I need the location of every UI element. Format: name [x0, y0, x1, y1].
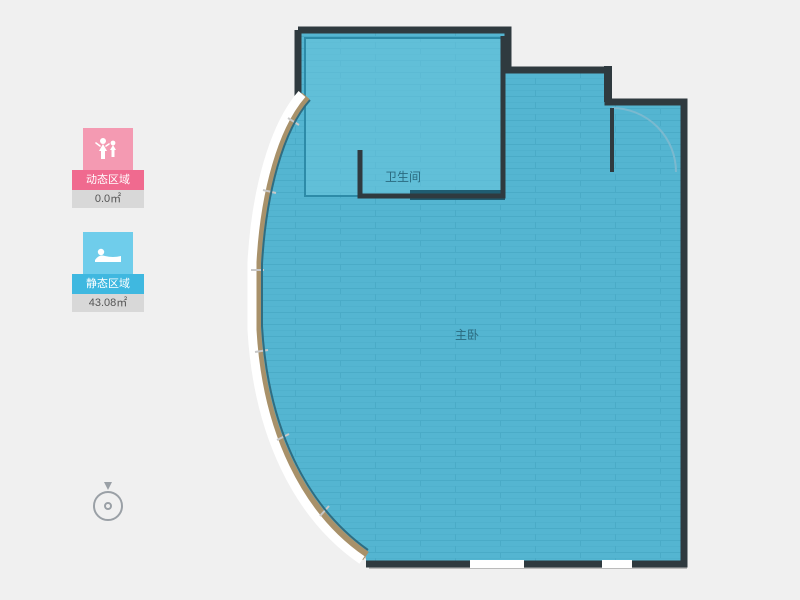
- bathroom-label: 卫生间: [385, 168, 421, 185]
- master-bedroom-label: 主卧: [455, 326, 479, 343]
- wall-segment: [604, 66, 612, 102]
- floorplan: [0, 0, 800, 600]
